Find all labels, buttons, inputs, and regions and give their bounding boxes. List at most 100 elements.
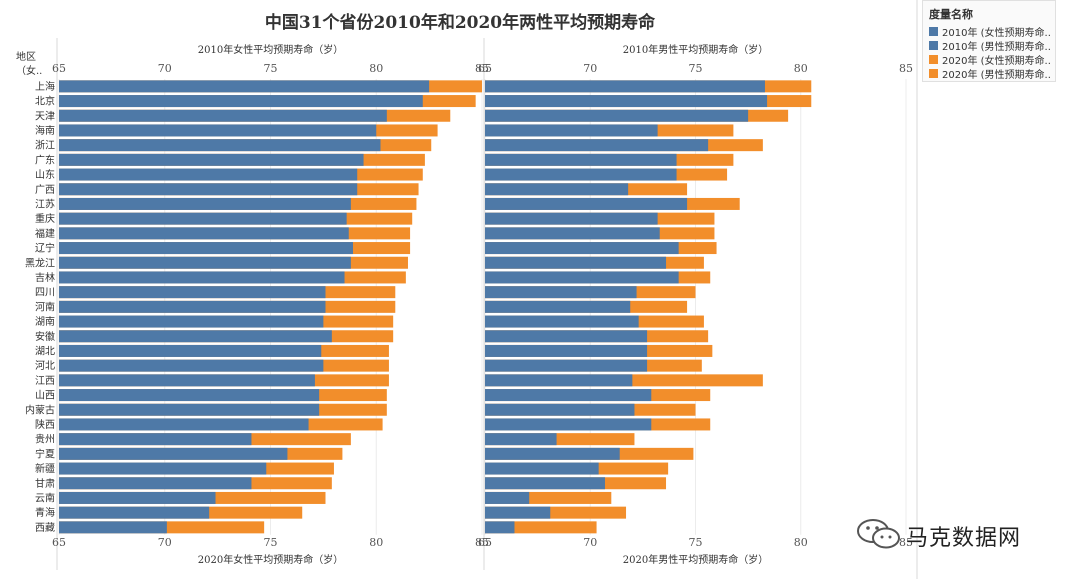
category-label: 黑龙江 xyxy=(25,256,55,269)
legend-swatch xyxy=(929,41,938,50)
tick-label-top: 70 xyxy=(583,62,597,75)
bar-2010-female[interactable] xyxy=(59,344,322,357)
bar-2010-female[interactable] xyxy=(59,168,358,181)
axis-label-top: 2010年女性平均预期寿命（岁） xyxy=(198,43,343,56)
bar-2010-male[interactable] xyxy=(485,403,635,416)
category-label: 青海 xyxy=(35,506,55,519)
category-label: 重庆 xyxy=(35,212,55,225)
category-label: 西藏 xyxy=(35,522,55,534)
bar-2010-male[interactable] xyxy=(485,256,667,269)
tick-label-bottom: 80 xyxy=(794,536,808,549)
axis-label-top: 2010年男性平均预期寿命（岁） xyxy=(623,43,768,56)
panel-male: 65 65 70 70 75 75 80 80 85 85 2010年男性平均预期寿命（岁） 2020… xyxy=(478,43,913,566)
legend-title: 度量名称 xyxy=(929,8,973,21)
bar-2010-male[interactable] xyxy=(485,477,605,490)
bar-2010-male[interactable] xyxy=(485,344,648,357)
legend-item[interactable]: 2010年 (男性预期寿命.. xyxy=(929,38,1055,52)
bar-2010-male[interactable] xyxy=(485,359,648,372)
bar-2010-male[interactable] xyxy=(485,153,677,166)
category-label: 江西 xyxy=(35,375,55,387)
bar-2010-male[interactable] xyxy=(485,242,679,255)
bar-2010-female[interactable] xyxy=(59,447,288,460)
watermark-text: 马克数据网 xyxy=(906,526,1022,551)
category-label: 浙江 xyxy=(35,140,55,152)
bar-2010-male[interactable] xyxy=(485,80,765,93)
bar-2010-male[interactable] xyxy=(485,506,551,519)
bar-2010-female[interactable] xyxy=(59,124,377,137)
category-label: 内蒙古 xyxy=(25,403,55,416)
category-label: 甘肃 xyxy=(35,477,55,490)
bar-2010-female[interactable] xyxy=(59,433,252,446)
bar-2010-female[interactable] xyxy=(59,153,364,166)
legend-item[interactable]: 2020年 (女性预期寿命.. xyxy=(929,52,1055,66)
tick-label-bottom: 65 xyxy=(52,536,66,549)
bar-2010-male[interactable] xyxy=(485,330,648,343)
bar-2010-male[interactable] xyxy=(485,227,660,240)
legend: 度量名称 2010年 (女性预期寿命.. 2010年 (男性预期寿命.. 202… xyxy=(922,0,1056,82)
bar-2010-female[interactable] xyxy=(59,271,345,284)
tick-label-bottom: 75 xyxy=(264,536,278,549)
bar-2010-male[interactable] xyxy=(485,183,629,196)
bar-2010-male[interactable] xyxy=(485,197,688,210)
bar-2010-female[interactable] xyxy=(59,300,326,313)
bar-2010-female[interactable] xyxy=(59,389,320,402)
bar-2010-male[interactable] xyxy=(485,389,652,402)
bar-2010-female[interactable] xyxy=(59,462,267,475)
tick-label-bottom: 85 xyxy=(899,536,913,549)
category-label: 辽宁 xyxy=(35,242,55,255)
tick-label-top: 75 xyxy=(264,62,278,75)
bar-2010-female[interactable] xyxy=(59,359,324,372)
bar-2010-female[interactable] xyxy=(59,403,320,416)
bar-2010-male[interactable] xyxy=(485,212,658,225)
legend-swatch xyxy=(929,69,938,78)
bar-2010-male[interactable] xyxy=(485,124,658,137)
category-label: 湖南 xyxy=(35,315,55,328)
bar-2010-male[interactable] xyxy=(485,271,679,284)
category-label: 福建 xyxy=(35,227,55,240)
legend-item[interactable]: 2010年 (女性预期寿命.. xyxy=(929,24,1055,38)
bar-2010-female[interactable] xyxy=(59,242,353,255)
bar-2010-male[interactable] xyxy=(485,491,530,504)
bar-2010-female[interactable] xyxy=(59,227,349,240)
bar-2010-female[interactable] xyxy=(59,491,216,504)
bar-2010-male[interactable] xyxy=(485,315,639,328)
bar-2010-female[interactable] xyxy=(59,521,167,534)
bar-2010-male[interactable] xyxy=(485,521,515,534)
category-label: 云南 xyxy=(35,491,55,504)
bar-2010-female[interactable] xyxy=(59,197,351,210)
bar-2010-female[interactable] xyxy=(59,109,387,122)
tick-label-top: 75 xyxy=(689,62,703,75)
axis-label-bottom: 2020年男性平均预期寿命（岁） xyxy=(623,553,768,566)
bar-2010-female[interactable] xyxy=(59,477,252,490)
bar-2010-male[interactable] xyxy=(485,286,637,299)
legend-item[interactable]: 2020年 (男性预期寿命.. xyxy=(929,66,1055,80)
bar-2010-female[interactable] xyxy=(59,183,358,196)
bar-2010-female[interactable] xyxy=(59,506,210,519)
bar-2010-female[interactable] xyxy=(59,330,332,343)
bar-2010-female[interactable] xyxy=(59,212,347,225)
tick-label-top: 65 xyxy=(52,62,66,75)
tick-label-top: 85 xyxy=(475,62,489,75)
bar-2010-male[interactable] xyxy=(485,447,620,460)
category-label: 北京 xyxy=(35,95,55,108)
bar-2010-female[interactable] xyxy=(59,95,423,108)
bar-2010-male[interactable] xyxy=(485,109,749,122)
tick-label-top: 80 xyxy=(794,62,808,75)
bar-2010-female[interactable] xyxy=(59,315,324,328)
bar-2010-female[interactable] xyxy=(59,80,430,93)
bar-2010-female[interactable] xyxy=(59,418,309,431)
bar-2010-male[interactable] xyxy=(485,374,633,387)
bar-2010-female[interactable] xyxy=(59,256,351,269)
bar-2010-male[interactable] xyxy=(485,95,768,108)
bar-2010-male[interactable] xyxy=(485,139,709,152)
bar-2010-female[interactable] xyxy=(59,139,381,152)
tick-label-top: 85 xyxy=(899,62,913,75)
bar-2010-male[interactable] xyxy=(485,418,652,431)
bar-2010-male[interactable] xyxy=(485,300,631,313)
bar-2010-male[interactable] xyxy=(485,168,677,181)
bar-2010-male[interactable] xyxy=(485,433,557,446)
tick-label-bottom: 75 xyxy=(689,536,703,549)
bar-2010-female[interactable] xyxy=(59,374,315,387)
bar-2010-male[interactable] xyxy=(485,462,599,475)
bar-2010-female[interactable] xyxy=(59,286,326,299)
